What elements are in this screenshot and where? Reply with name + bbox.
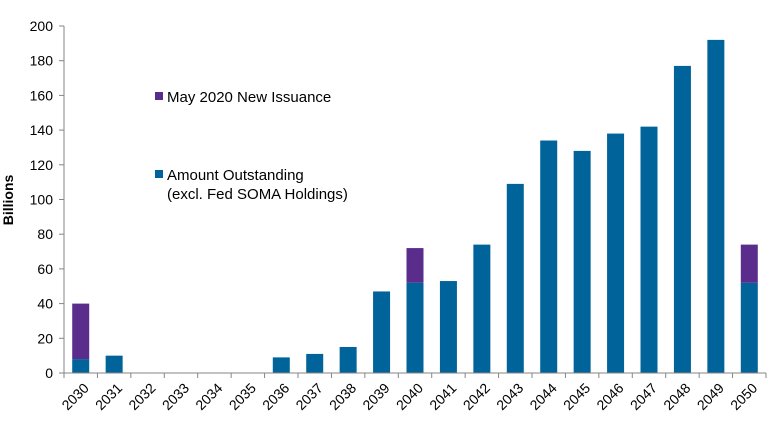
x-tick-label: 2047: [627, 380, 660, 413]
x-tick-label: 2032: [125, 380, 158, 413]
bar-amount-outstanding: [473, 244, 491, 373]
x-tick-label: 2043: [493, 380, 526, 413]
bar-amount-outstanding: [540, 140, 558, 373]
x-tick-label: 2035: [226, 380, 259, 413]
x-tick-label: 2044: [526, 380, 559, 413]
bars-group: [72, 39, 758, 373]
y-tick-label: 40: [37, 296, 53, 312]
bar-amount-outstanding: [439, 281, 457, 373]
bar-amount-outstanding: [105, 355, 123, 373]
bar-amount-outstanding: [373, 291, 391, 373]
x-tick-label: 2048: [660, 380, 693, 413]
bar-new-issuance: [406, 248, 424, 283]
y-tick-label: 80: [37, 226, 53, 242]
bar-amount-outstanding: [707, 39, 725, 373]
bar-amount-outstanding: [306, 353, 324, 373]
legend-label-amount-outstanding-line1: Amount Outstanding: [167, 167, 304, 184]
y-tick-label: 120: [30, 157, 54, 173]
x-tick-label: 2031: [92, 380, 125, 413]
bar-amount-outstanding: [673, 65, 691, 373]
y-tick-label: 20: [37, 330, 53, 346]
y-tick-label: 60: [37, 261, 53, 277]
x-tick-label: 2030: [58, 380, 91, 413]
x-tick-label: 2050: [727, 380, 760, 413]
legend-label-new-issuance: May 2020 New Issuance: [167, 89, 331, 106]
bar-amount-outstanding: [740, 282, 758, 373]
bar-new-issuance: [740, 244, 758, 283]
bar-amount-outstanding: [72, 359, 90, 373]
x-tick-label: 2039: [359, 380, 392, 413]
x-tick-label: 2034: [192, 380, 225, 413]
y-tick-label: 200: [30, 18, 54, 34]
y-tick-label: 0: [45, 365, 53, 381]
bar-amount-outstanding: [506, 183, 524, 373]
y-tick-label: 180: [30, 53, 54, 69]
y-axis-label: Billions: [0, 175, 16, 226]
x-tick-label: 2037: [292, 380, 325, 413]
x-tick-label: 2040: [393, 380, 426, 413]
y-tick-label: 100: [30, 192, 54, 208]
x-tick-label: 2033: [159, 380, 192, 413]
bar-amount-outstanding: [607, 133, 625, 373]
bar-amount-outstanding: [339, 346, 357, 373]
x-tick-label: 2038: [326, 380, 359, 413]
bar-amount-outstanding: [640, 126, 658, 373]
y-tick-label: 160: [30, 87, 54, 103]
x-tick-label: 2041: [426, 380, 459, 413]
bar-amount-outstanding: [406, 282, 424, 373]
x-tick-label: 2046: [593, 380, 626, 413]
bar-amount-outstanding: [272, 357, 290, 373]
y-axis: 0 20 40 60 80 100 120 140 160 180 200: [30, 18, 65, 381]
legend: May 2020 New Issuance Amount Outstanding…: [155, 89, 348, 203]
y-tick-label: 140: [30, 122, 54, 138]
x-tick-label: 2045: [560, 380, 593, 413]
x-tick-label: 2042: [460, 380, 493, 413]
bar-new-issuance: [72, 303, 90, 360]
x-axis: 2030 2031 2032 2033 2034 2035 2036 2037 2038 2039…: [58, 372, 767, 413]
legend-swatch-new-issuance: [155, 92, 163, 100]
bar-amount-outstanding: [573, 150, 591, 373]
legend-swatch-amount-outstanding: [155, 170, 163, 178]
x-tick-label: 2049: [694, 380, 727, 413]
legend-label-amount-outstanding-line2: (excl. Fed SOMA Holdings): [167, 186, 348, 203]
x-tick-label: 2036: [259, 380, 292, 413]
